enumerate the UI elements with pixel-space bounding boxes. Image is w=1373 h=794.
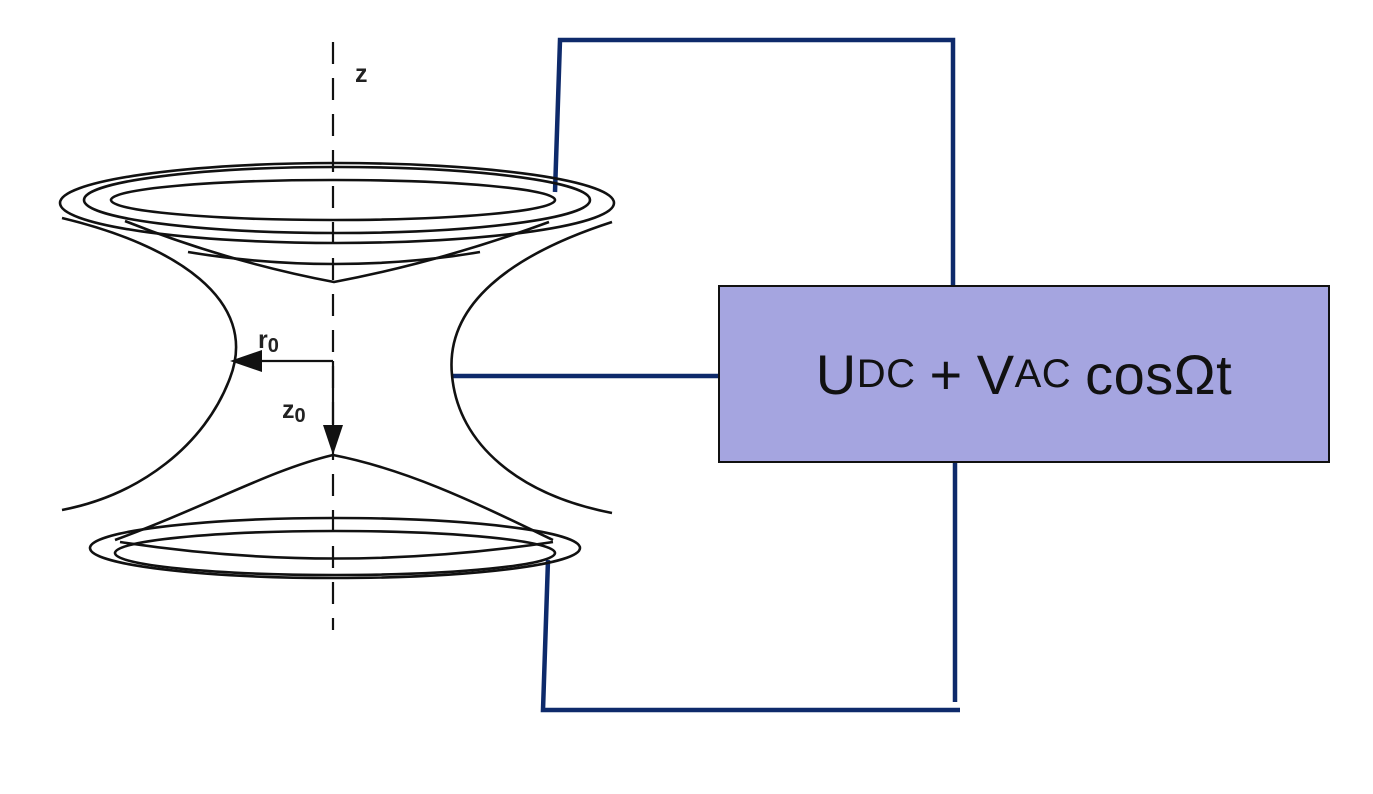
v-symbol: V: [976, 342, 1015, 406]
top-wire: [552, 37, 956, 286]
z0-label: z0: [282, 396, 306, 427]
r0-label: r0: [258, 326, 279, 357]
u-symbol: U: [815, 342, 857, 406]
bottom-endcap-electrode: [88, 453, 582, 580]
plus-sign: +: [929, 342, 963, 406]
bottom-wire: [540, 559, 960, 713]
r0-arrow: [230, 350, 333, 372]
z0-arrow: [323, 361, 343, 455]
voltage-supply-box: U DC + V AC cosΩt: [718, 285, 1330, 463]
z-axis-label: z: [355, 60, 368, 88]
top-endcap-electrode: [58, 161, 616, 284]
cos-term: cosΩt: [1085, 342, 1233, 406]
ring-electrode: [61, 216, 613, 515]
circuit-wires: [452, 37, 960, 713]
